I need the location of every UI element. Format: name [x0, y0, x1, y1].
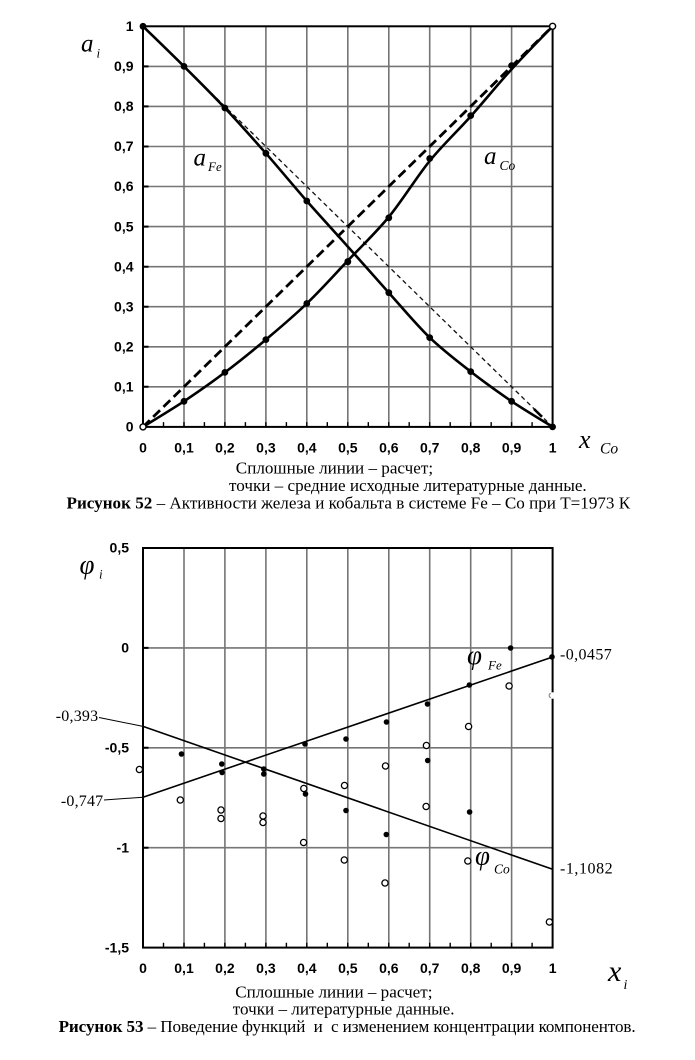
- svg-text:0,9: 0,9: [502, 439, 522, 455]
- svg-text:0,5: 0,5: [114, 218, 134, 234]
- svg-text:Сплошные линии – расчет;: Сплошные линии – расчет;: [236, 459, 433, 478]
- svg-text:0,7: 0,7: [420, 439, 440, 455]
- svg-text:0,5: 0,5: [110, 540, 130, 556]
- svg-text:-0,5: -0,5: [105, 740, 129, 756]
- svg-text:x: x: [578, 425, 591, 454]
- svg-text:a: a: [81, 31, 94, 58]
- svg-text:0,4: 0,4: [297, 960, 317, 976]
- svg-text:φ: φ: [475, 840, 490, 870]
- svg-text:0,6: 0,6: [379, 960, 399, 976]
- svg-text:0: 0: [121, 640, 129, 656]
- svg-text:Рисунок 52 – Активности железа: Рисунок 52 – Активности железа и кобальт…: [67, 493, 631, 512]
- svg-text:0,7: 0,7: [420, 960, 440, 976]
- svg-text:-0,747: -0,747: [61, 793, 104, 810]
- svg-text:Fe: Fe: [487, 658, 502, 673]
- svg-text:-1,5: -1,5: [105, 939, 129, 955]
- svg-text:Сплошные линии – расчет;: Сплошные линии – расчет;: [235, 982, 432, 1001]
- svg-text:точки – средние исходные литер: точки – средние исходные литературные да…: [229, 476, 587, 495]
- svg-text:i: i: [99, 567, 103, 582]
- svg-text:Co: Co: [500, 158, 516, 173]
- svg-text:0: 0: [139, 439, 147, 455]
- svg-text:1: 1: [549, 439, 557, 455]
- svg-text:точки – литературные данные.: точки – литературные данные.: [233, 1000, 455, 1019]
- svg-text:-0,393: -0,393: [56, 708, 99, 725]
- svg-text:0,3: 0,3: [114, 298, 134, 314]
- svg-text:0,5: 0,5: [338, 439, 358, 455]
- svg-text:φ: φ: [467, 640, 482, 670]
- svg-text:0,5: 0,5: [338, 960, 358, 976]
- svg-text:0,1: 0,1: [114, 379, 134, 395]
- svg-text:Fe: Fe: [207, 159, 222, 174]
- svg-text:1: 1: [126, 18, 134, 34]
- svg-text:x: x: [607, 955, 622, 988]
- svg-text:i: i: [624, 978, 628, 993]
- svg-text:0,2: 0,2: [114, 339, 134, 355]
- svg-text:φ: φ: [80, 549, 95, 579]
- svg-text:0,6: 0,6: [379, 439, 399, 455]
- svg-text:Co: Co: [600, 440, 618, 457]
- svg-text:-0,0457: -0,0457: [560, 647, 612, 664]
- svg-text:0,1: 0,1: [174, 960, 194, 976]
- svg-text:-1: -1: [117, 839, 130, 855]
- svg-text:0,6: 0,6: [114, 178, 134, 194]
- svg-text:0,4: 0,4: [114, 258, 134, 274]
- svg-text:0,9: 0,9: [114, 58, 134, 74]
- svg-text:0,3: 0,3: [256, 439, 276, 455]
- svg-text:0,3: 0,3: [256, 960, 276, 976]
- svg-text:0,8: 0,8: [461, 439, 481, 455]
- svg-text:a: a: [484, 143, 497, 170]
- svg-text:0,8: 0,8: [461, 960, 481, 976]
- svg-text:1: 1: [549, 960, 557, 976]
- svg-text:-1,1082: -1,1082: [560, 861, 613, 878]
- svg-text:0,4: 0,4: [297, 439, 317, 455]
- svg-text:0,2: 0,2: [215, 439, 235, 455]
- svg-text:i: i: [97, 46, 101, 61]
- svg-text:0: 0: [126, 419, 134, 435]
- svg-text:0,8: 0,8: [114, 98, 134, 114]
- svg-text:Рисунок 53 – Поведение функций: Рисунок 53 – Поведение функций и с измен…: [59, 1017, 636, 1036]
- svg-text:0,1: 0,1: [174, 439, 194, 455]
- svg-text:0,2: 0,2: [215, 960, 235, 976]
- svg-text:0,7: 0,7: [114, 138, 134, 154]
- svg-text:0,9: 0,9: [502, 960, 522, 976]
- svg-text:0: 0: [139, 960, 147, 976]
- svg-text:a: a: [194, 144, 207, 171]
- svg-text:Co: Co: [494, 862, 510, 877]
